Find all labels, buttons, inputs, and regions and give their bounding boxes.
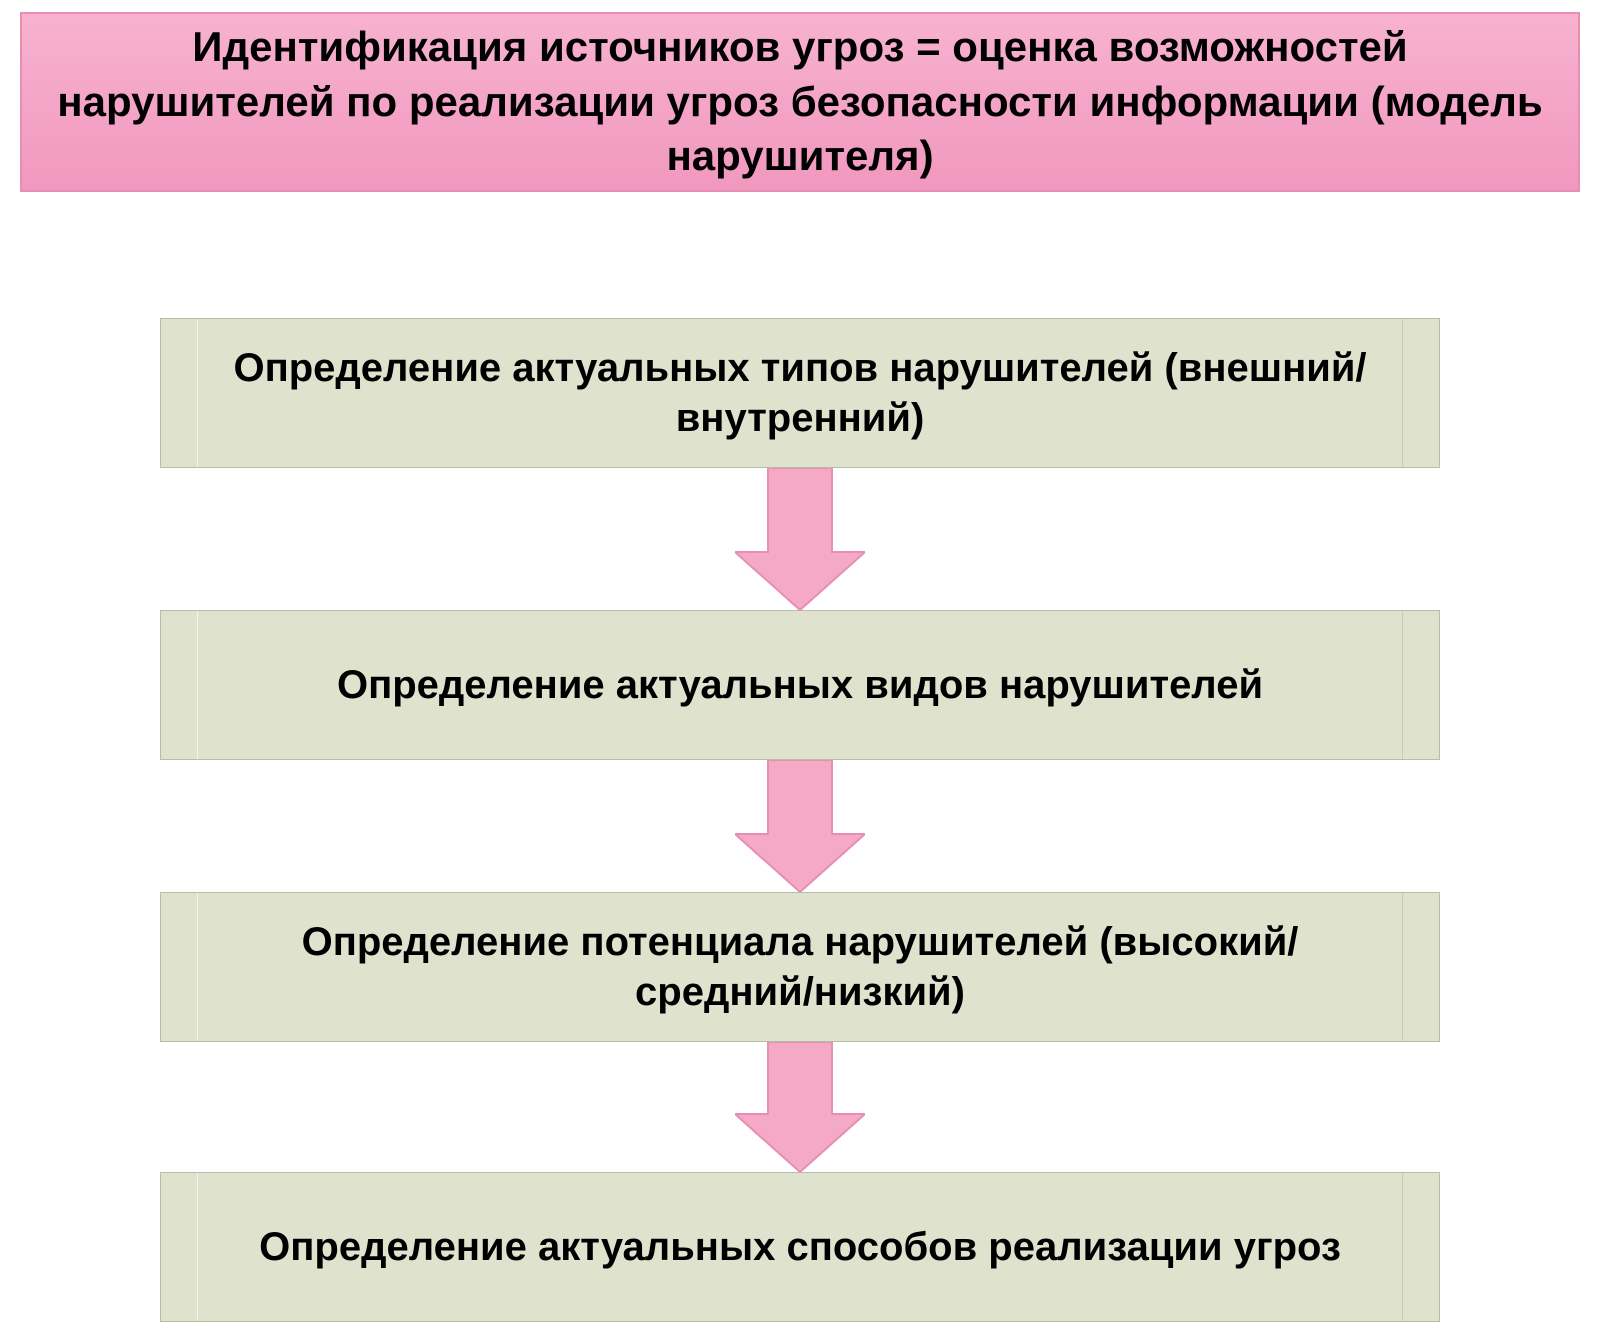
step-side-left [161, 319, 197, 467]
step-box-3: Определение потенциала нарушителей (высо… [160, 892, 1440, 1042]
header-box: Идентификация источников угроз = оценка … [20, 12, 1580, 192]
step-text: Определение актуальных способов реализац… [259, 1222, 1341, 1272]
step-inner: Определение актуальных видов нарушителей [197, 611, 1403, 759]
arrow-down-icon [735, 468, 865, 610]
arrow-down-icon [735, 1042, 865, 1172]
step-side-right [1403, 893, 1439, 1041]
step-inner: Определение актуальных способов реализац… [197, 1173, 1403, 1321]
step-text: Определение актуальных типов нарушителей… [218, 343, 1382, 443]
step-side-right [1403, 319, 1439, 467]
step-side-left [161, 1173, 197, 1321]
arrow-down-icon [735, 760, 865, 892]
step-inner: Определение потенциала нарушителей (высо… [197, 893, 1403, 1041]
header-text: Идентификация источников угроз = оценка … [52, 20, 1548, 184]
step-side-right [1403, 1173, 1439, 1321]
step-box-4: Определение актуальных способов реализац… [160, 1172, 1440, 1322]
step-side-right [1403, 611, 1439, 759]
step-box-2: Определение актуальных видов нарушителей [160, 610, 1440, 760]
step-side-left [161, 893, 197, 1041]
step-text: Определение актуальных видов нарушителей [337, 660, 1263, 710]
step-box-1: Определение актуальных типов нарушителей… [160, 318, 1440, 468]
step-inner: Определение актуальных типов нарушителей… [197, 319, 1403, 467]
step-side-left [161, 611, 197, 759]
step-text: Определение потенциала нарушителей (высо… [218, 917, 1382, 1017]
